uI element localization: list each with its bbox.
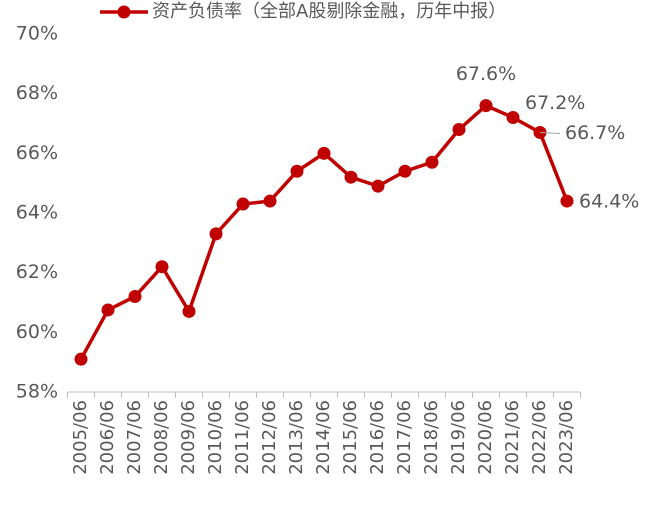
data-point bbox=[317, 146, 331, 160]
data-point bbox=[263, 194, 277, 208]
x-tick-label: 2012/06 bbox=[259, 400, 280, 475]
y-tick-label: 62% bbox=[16, 261, 58, 283]
data-point bbox=[101, 303, 115, 317]
x-tick-label: 2014/06 bbox=[313, 400, 334, 475]
legend-label: 资产负债率（全部A股剔除金融，历年中报） bbox=[152, 1, 506, 22]
x-tick-label: 2018/06 bbox=[421, 400, 442, 475]
data-label: 67.2% bbox=[525, 92, 585, 114]
x-tick-label: 2009/06 bbox=[178, 400, 199, 475]
x-tick-label: 2011/06 bbox=[232, 400, 253, 475]
data-point bbox=[398, 164, 412, 178]
y-tick-label: 68% bbox=[16, 82, 58, 104]
data-point bbox=[425, 155, 439, 169]
data-point bbox=[371, 179, 385, 193]
y-tick-label: 70% bbox=[16, 23, 58, 45]
leader-line bbox=[539, 131, 561, 134]
data-point bbox=[236, 197, 250, 211]
data-point bbox=[290, 164, 304, 178]
x-tick-label: 2008/06 bbox=[151, 400, 172, 475]
data-point bbox=[479, 99, 493, 113]
data-label: 66.7% bbox=[565, 122, 625, 144]
x-tick-label: 2021/06 bbox=[502, 400, 523, 475]
data-point bbox=[560, 194, 574, 208]
x-tick-label: 2020/06 bbox=[475, 400, 496, 475]
x-tick-label: 2019/06 bbox=[448, 400, 469, 475]
x-tick-label: 2015/06 bbox=[340, 400, 361, 475]
x-tick-label: 2010/06 bbox=[205, 400, 226, 475]
data-point bbox=[182, 304, 196, 318]
data-line bbox=[79, 103, 569, 361]
x-tick-label: 2016/06 bbox=[367, 400, 388, 475]
data-point bbox=[155, 260, 169, 274]
data-point bbox=[506, 111, 520, 125]
x-tick-label: 2023/06 bbox=[556, 400, 577, 475]
data-point bbox=[128, 290, 142, 304]
x-tick-label: 2006/06 bbox=[97, 400, 118, 475]
y-tick-label: 66% bbox=[16, 142, 58, 164]
x-tick-label: 2017/06 bbox=[394, 400, 415, 475]
data-point bbox=[452, 122, 466, 136]
x-tick-label: 2005/06 bbox=[70, 400, 91, 475]
y-tick-label: 60% bbox=[16, 321, 58, 343]
data-label: 64.4% bbox=[579, 191, 639, 213]
x-tick-label: 2013/06 bbox=[286, 400, 307, 475]
data-point bbox=[344, 170, 358, 184]
y-tick-label: 64% bbox=[16, 202, 58, 224]
x-tick-label: 2007/06 bbox=[124, 400, 145, 475]
data-point bbox=[209, 227, 223, 241]
y-tick-label: 58% bbox=[16, 381, 58, 403]
data-point bbox=[74, 352, 88, 366]
x-tick-label: 2022/06 bbox=[529, 400, 550, 475]
legend-marker bbox=[117, 5, 131, 19]
data-label: 67.6% bbox=[456, 63, 516, 85]
